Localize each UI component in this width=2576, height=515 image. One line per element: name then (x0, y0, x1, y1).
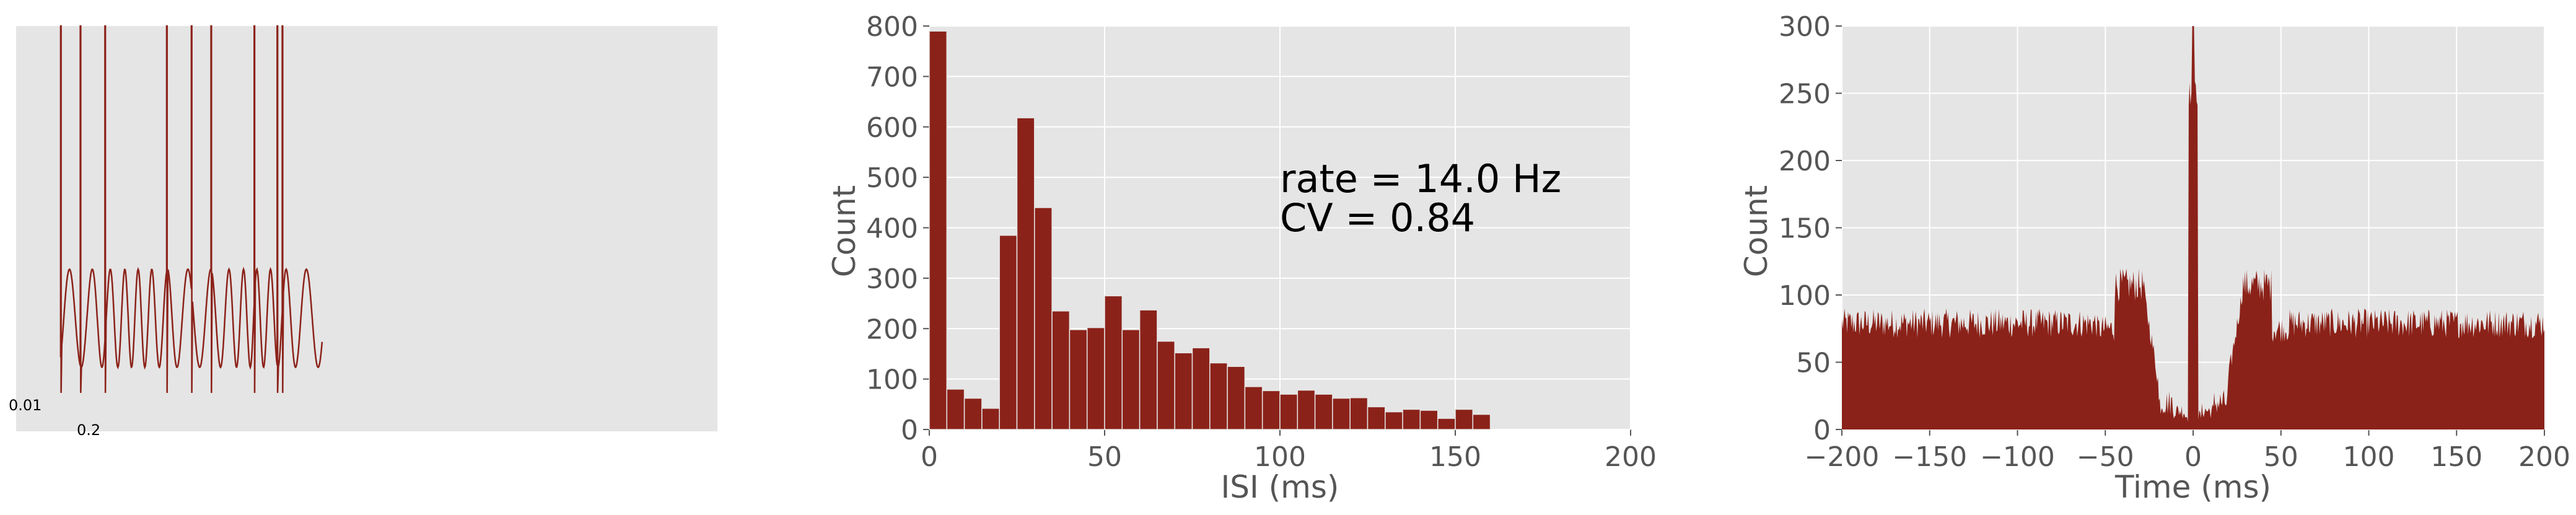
isi-bar (1279, 394, 1299, 430)
isi-x-tick-label: 100 (1254, 441, 1306, 473)
acg-y-tick-label: 150 (1779, 213, 1831, 245)
isi-gridlines (923, 25, 1631, 436)
isi-x-tick-label: 150 (1429, 441, 1481, 473)
acg-area (1842, 26, 2544, 429)
isi-bar (1016, 117, 1035, 430)
acg-x-tick-label: 150 (2430, 441, 2482, 473)
isi-bar (1472, 413, 1491, 430)
isi-bar (1419, 410, 1439, 430)
isi-y-tick-label: 0 (901, 415, 918, 446)
acg-x-tick-label: −100 (1980, 441, 2055, 473)
acg-y-tick-label: 300 (1779, 11, 1831, 43)
isi-y-tick-label: 600 (866, 112, 918, 144)
acg-y-tick-label: 250 (1779, 79, 1831, 110)
isi-bar (1455, 408, 1474, 430)
acg-x-tick-labels: −200 −150 −100 −50 0 50 100 150 200 (1805, 441, 2570, 473)
isi-bars (929, 30, 1491, 430)
acg-y-tick-label: 50 (1796, 348, 1831, 379)
acg-x-tick-label: 0 (2184, 441, 2202, 473)
isi-bar (1227, 366, 1246, 430)
acg-x-tick-label: 200 (2518, 441, 2570, 473)
isi-bar (1314, 394, 1333, 430)
isi-x-tick-label: 0 (921, 441, 938, 473)
isi-bar (1332, 397, 1351, 430)
isi-bar (1157, 340, 1175, 430)
isi-bar (963, 397, 983, 430)
isi-y-axis-title: Count (826, 185, 862, 278)
isi-y-tick-label: 800 (866, 11, 918, 43)
acg-x-tick-label: 100 (2343, 441, 2395, 473)
acg-x-tick-label: −200 (1805, 441, 1880, 473)
scalebar-vertical-label: 0.01 (9, 397, 42, 414)
isi-y-tick-label: 500 (866, 162, 918, 194)
isi-bar (1034, 207, 1053, 430)
isi-x-tick-label: 50 (1087, 441, 1122, 473)
isi-bar (1297, 389, 1316, 430)
isi-bar (999, 234, 1018, 430)
isi-y-tick-label: 200 (866, 314, 918, 345)
voltage-trace-line (59, 25, 323, 394)
isi-bar (1121, 329, 1141, 430)
autocorrelogram-panel: −200 −150 −100 −50 0 50 100 150 200 0 50 100 150 200… (1738, 11, 2570, 505)
isi-bar (929, 30, 948, 430)
acg-y-axis-title: Count (1738, 185, 1774, 278)
trace-panel-background (16, 26, 717, 431)
isi-x-tick-labels: 0 50 100 150 200 (921, 441, 1657, 473)
isi-y-tick-label: 300 (866, 263, 918, 295)
isi-y-tick-labels: 0 100 200 300 400 500 600 700 800 (866, 11, 918, 446)
acg-y-tick-label: 100 (1779, 280, 1831, 312)
isi-bar (1385, 411, 1403, 430)
isi-bar (946, 389, 965, 430)
isi-bar (981, 408, 1000, 430)
acg-x-axis-title: Time (ms) (2114, 469, 2271, 505)
acg-y-tick-label: 200 (1779, 146, 1831, 177)
isi-bar (1086, 327, 1105, 430)
isi-bar (1437, 418, 1456, 430)
trace-panel: 0.01 0.2 (9, 25, 717, 439)
scalebar-horizontal-label: 0.2 (77, 421, 100, 439)
acg-x-tick-label: −150 (1892, 441, 1967, 473)
acg-x-tick-label: −50 (2077, 441, 2134, 473)
isi-y-tick-label: 100 (866, 364, 918, 396)
isi-bar (1174, 352, 1193, 430)
isi-cv-annotation: CV = 0.84 (1280, 195, 1475, 240)
isi-bar (1367, 406, 1386, 430)
acg-y-tick-label: 0 (1813, 415, 1831, 446)
isi-x-tick-label: 200 (1605, 441, 1657, 473)
isi-y-tick-label: 700 (866, 61, 918, 93)
isi-bar (1104, 295, 1123, 430)
isi-bar (1069, 329, 1088, 430)
isi-bar (1244, 386, 1263, 430)
acg-y-tick-labels: 0 50 100 150 200 250 300 (1779, 11, 1831, 446)
isi-bar (1191, 347, 1211, 430)
isi-bar (1261, 390, 1281, 430)
isi-bar (1051, 310, 1071, 430)
isi-bar (1209, 362, 1228, 430)
isi-bar (1139, 309, 1158, 430)
isi-y-tick-label: 400 (866, 213, 918, 245)
isi-bar (1402, 408, 1421, 430)
isi-bar (1349, 397, 1369, 430)
isi-histogram-panel: 0 50 100 150 200 0 100 200 300 400 500 600 700 800 I… (826, 11, 1657, 505)
acg-x-tick-label: 50 (2264, 441, 2298, 473)
isi-x-axis-title: ISI (ms) (1221, 469, 1339, 505)
isi-rate-annotation: rate = 14.0 Hz (1280, 156, 1561, 201)
